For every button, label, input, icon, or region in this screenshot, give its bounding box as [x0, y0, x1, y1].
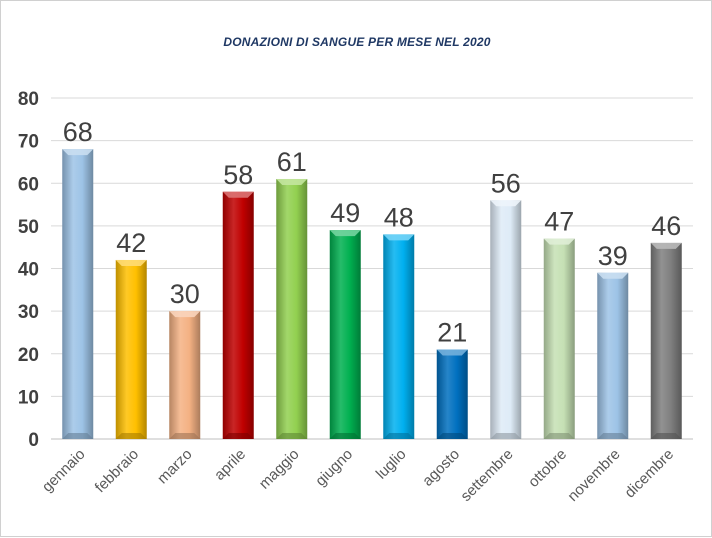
bar-agosto: [436, 349, 468, 439]
y-tick-label: 30: [18, 302, 39, 323]
bar-settembre: [490, 200, 522, 439]
bar: [329, 230, 361, 439]
y-tick-label: 10: [18, 387, 39, 408]
bar-bevel-bottom: [115, 433, 147, 439]
bar-bevel-bottom: [329, 433, 361, 439]
bar-bevel-bottom: [169, 433, 201, 439]
bar-bevel-bottom: [222, 433, 254, 439]
data-label: 46: [651, 211, 681, 241]
bar: [383, 234, 415, 439]
y-tick-label: 70: [18, 132, 39, 153]
bar-gennaio: [62, 149, 94, 439]
bar: [222, 191, 254, 439]
data-label: 56: [491, 168, 521, 198]
x-tick-label: agosto: [419, 446, 463, 490]
bar-bevel-top: [276, 178, 308, 185]
data-label: 47: [544, 207, 574, 237]
data-label: 30: [170, 279, 200, 309]
data-label: 42: [116, 228, 146, 258]
bar-novembre: [597, 272, 629, 439]
x-tick-label: gennaio: [39, 446, 89, 496]
bar: [115, 259, 147, 439]
bar-bevel-top: [543, 238, 575, 245]
bar-bevel-top: [597, 272, 629, 279]
data-label: 61: [277, 147, 307, 177]
x-tick-label: aprile: [211, 446, 249, 484]
y-tick-label: 20: [18, 345, 39, 366]
bar: [543, 238, 575, 439]
x-tick-label: giugno: [312, 446, 356, 490]
data-label: 48: [384, 202, 414, 232]
bar-bevel-top: [169, 311, 201, 318]
bar-bevel-bottom: [543, 433, 575, 439]
bar-bevel-top: [383, 234, 415, 241]
bar-ottobre: [543, 238, 575, 439]
bar-bevel-top: [329, 230, 361, 237]
data-label: 21: [437, 317, 467, 347]
y-tick-label: 60: [18, 174, 39, 195]
bar-bevel-top: [115, 259, 147, 266]
bar-bevel-top: [222, 191, 254, 198]
y-tick-label: 40: [18, 260, 39, 281]
y-tick-label: 50: [18, 217, 39, 238]
bar-febbraio: [115, 259, 147, 439]
bar-aprile: [222, 191, 254, 439]
bar-giugno: [329, 230, 361, 439]
bar-bevel-bottom: [490, 433, 522, 439]
y-tick-label: 0: [28, 430, 39, 451]
bar: [169, 311, 201, 439]
chart-title: DONAZIONI DI SANGUE PER MESE NEL 2020: [223, 35, 491, 49]
bar-bevel-top: [490, 200, 522, 207]
bar-marzo: [169, 311, 201, 439]
bar-bevel-top: [62, 149, 94, 156]
bar-bevel-top: [436, 349, 468, 356]
x-tick-label: marzo: [154, 446, 195, 487]
data-label: 39: [598, 241, 628, 271]
bar-bevel-top: [650, 242, 682, 249]
x-tick-label: febbraio: [92, 446, 142, 496]
x-tick-label: settembre: [457, 446, 516, 505]
x-tick-label: maggio: [256, 446, 303, 493]
bar-bevel-bottom: [383, 433, 415, 439]
y-tick-label: 80: [18, 89, 39, 110]
bar: [490, 200, 522, 439]
bar: [597, 272, 629, 439]
x-tick-label: ottobre: [525, 446, 570, 491]
x-tick-label: novembre: [564, 446, 623, 505]
bar-bevel-bottom: [276, 433, 308, 439]
bar: [436, 349, 468, 439]
bar: [276, 178, 308, 440]
data-label: 58: [223, 160, 253, 190]
bar-dicembre: [650, 242, 682, 439]
bar: [650, 242, 682, 439]
x-tick-label: luglio: [373, 446, 410, 483]
bar-bevel-bottom: [650, 433, 682, 439]
bar-luglio: [383, 234, 415, 439]
bar-maggio: [276, 178, 308, 440]
bar: [62, 149, 94, 439]
bar-bevel-bottom: [62, 433, 94, 439]
bar-bevel-bottom: [597, 433, 629, 439]
x-tick-label: dicembre: [621, 446, 677, 502]
data-label: 68: [63, 117, 93, 147]
bar-bevel-bottom: [436, 433, 468, 439]
data-label: 49: [330, 198, 360, 228]
